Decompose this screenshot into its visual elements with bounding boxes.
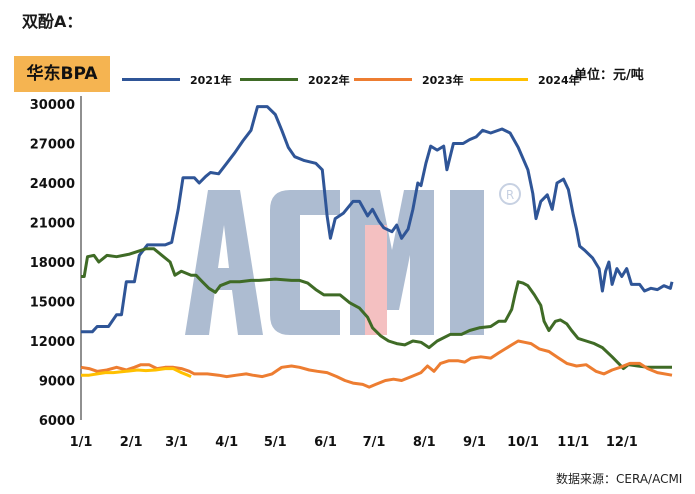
page-heading: 双酚A：: [22, 12, 83, 31]
legend-label-2024: 2024年: [538, 74, 580, 87]
legend-swatch-2021: [122, 78, 180, 81]
y-tick-label: 18000: [30, 256, 75, 271]
y-tick-label: 12000: [30, 335, 75, 350]
series-line-2022: [81, 247, 672, 371]
legend-label-2021: 2021年: [190, 74, 232, 87]
x-tick-label: 5/1: [264, 435, 287, 450]
series-line-2024: [81, 367, 192, 378]
x-tick-label: 6/1: [314, 435, 337, 450]
y-tick-label: 27000: [30, 138, 75, 153]
legend-label-2022: 2022年: [308, 74, 350, 87]
chart-title-badge: 华东BPA: [14, 56, 110, 92]
unit-label: 单位：元/吨: [574, 68, 644, 83]
y-axis-ticks: 6000 9000 12000 15000 18000 21000 24000 27000 30…: [30, 98, 75, 429]
x-tick-label: 2/1: [120, 435, 143, 450]
x-tick-label: 11/1: [557, 435, 589, 450]
legend-swatch-2024: [470, 78, 528, 81]
y-tick-label: 6000: [39, 414, 75, 429]
data-source-note: 数据来源：CERA/ACMI: [556, 472, 683, 486]
x-axis-ticks: 1/1 2/1 3/1 4/1 5/1 6/1 7/1 8/1 9/1 10/1 11/1 12/1: [70, 435, 638, 450]
x-tick-label: 12/1: [606, 435, 638, 450]
x-tick-label: 10/1: [507, 435, 539, 450]
x-tick-label: 8/1: [413, 435, 436, 450]
y-tick-label: 9000: [39, 375, 75, 390]
x-tick-label: 1/1: [70, 435, 93, 450]
legend-label-2023: 2023年: [422, 74, 464, 87]
legend-swatch-2022: [240, 78, 298, 81]
y-tick-label: 15000: [30, 296, 75, 311]
series-line-2023: [80, 339, 673, 389]
svg-text:R: R: [506, 188, 514, 202]
series-line-2021: [81, 105, 674, 334]
y-tick-label: 30000: [30, 98, 75, 113]
series-lines: [80, 105, 674, 389]
x-tick-label: 9/1: [463, 435, 486, 450]
legend-swatch-2023: [354, 78, 412, 81]
acmi-watermark: R: [185, 183, 521, 335]
y-tick-label: 21000: [30, 217, 75, 232]
x-tick-label: 3/1: [165, 435, 188, 450]
x-tick-label: 4/1: [215, 435, 238, 450]
x-tick-label: 7/1: [363, 435, 386, 450]
y-tick-label: 24000: [30, 177, 75, 192]
